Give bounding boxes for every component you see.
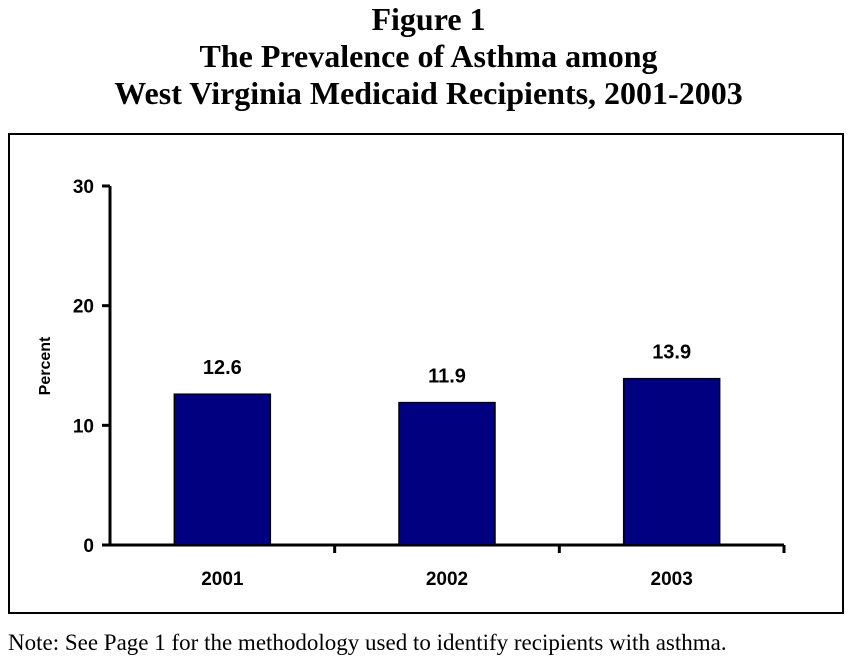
chart-title-line-2: West Virginia Medicaid Recipients, 2001-… (114, 75, 743, 111)
y-tick-label-0: 0 (83, 536, 94, 557)
y-tick-label-10: 10 (73, 416, 94, 437)
bar-2003 (622, 377, 721, 546)
bar-2002 (398, 401, 496, 546)
x-tick-label-2003: 2003 (651, 569, 693, 590)
y-tick-label-20: 20 (73, 297, 94, 318)
methodology-note: Note: See Page 1 for the methodology use… (8, 630, 727, 655)
bar-2001 (173, 393, 272, 546)
data-label-2003: 13.9 (652, 342, 691, 364)
figure-label: Figure 1 (371, 1, 486, 37)
chart-title-line-1: The Prevalence of Asthma among (199, 38, 658, 74)
x-tick-label-2002: 2002 (426, 569, 468, 590)
data-label-2002: 11.9 (428, 366, 466, 388)
y-axis-label: Percent (37, 336, 54, 395)
y-tick-label-30: 30 (73, 177, 94, 198)
x-tick-label-2001: 2001 (201, 569, 244, 590)
chart-title-block: Figure 1 The Prevalence of Asthma among … (0, 0, 857, 112)
data-label-2001: 12.6 (203, 357, 242, 379)
